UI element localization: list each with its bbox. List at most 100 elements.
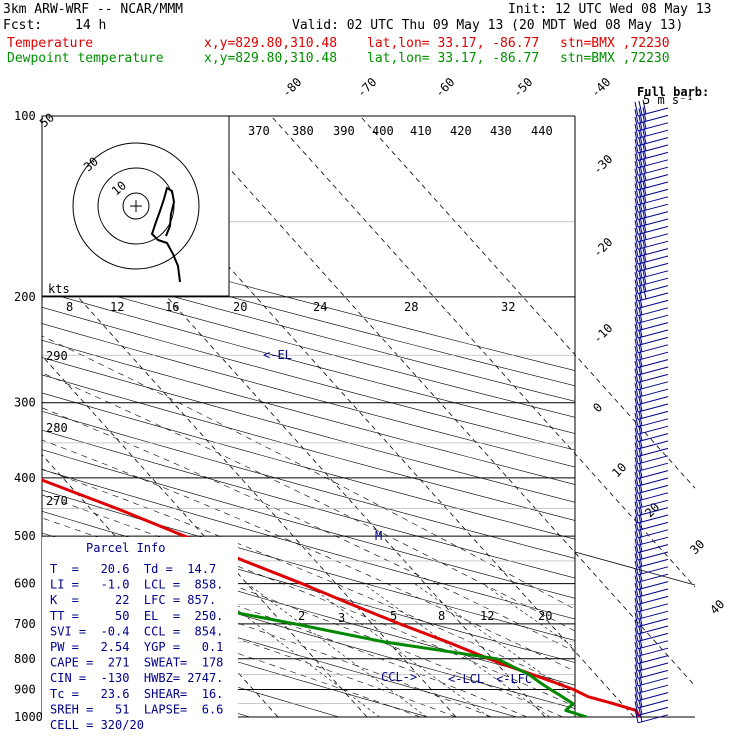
wind-barb-flag bbox=[638, 552, 643, 567]
wind-barb-shaft bbox=[637, 292, 669, 302]
theta-label: 270 bbox=[46, 494, 68, 508]
wind-barb-shaft bbox=[637, 344, 669, 354]
wind-barb-flag bbox=[642, 270, 647, 285]
wind-barb-flag bbox=[634, 508, 639, 524]
wind-barb-flag bbox=[634, 568, 639, 583]
wind-barb-flag bbox=[638, 567, 643, 582]
wind-barb-flag bbox=[634, 590, 639, 605]
mixing-ratio-label: 8 bbox=[438, 609, 445, 623]
wind-barb-shaft bbox=[637, 499, 669, 509]
moist-adiabat-line bbox=[42, 556, 492, 717]
wind-barb-shaft bbox=[637, 447, 669, 457]
wind-barb-flag bbox=[638, 308, 643, 323]
wind-barb-flag bbox=[634, 671, 639, 686]
wind-barb-flag bbox=[634, 124, 639, 139]
dry-adiabat-line bbox=[42, 469, 575, 620]
wind-barb-shaft bbox=[637, 603, 669, 613]
wind-barb-flag bbox=[638, 100, 643, 116]
wind-barb-shaft bbox=[637, 669, 669, 679]
wind-barb-flag bbox=[634, 582, 639, 598]
dry-adiabat-line bbox=[42, 429, 575, 579]
wind-barb-flag bbox=[634, 619, 639, 635]
wind-barb-shaft bbox=[637, 359, 669, 369]
dry-adiabat-line bbox=[42, 339, 575, 485]
wind-barb-flag bbox=[634, 627, 639, 642]
wind-barb-shaft bbox=[637, 425, 669, 435]
wind-barb-flag bbox=[642, 166, 647, 181]
wind-barb-shaft bbox=[637, 677, 669, 687]
wind-barb-flag bbox=[634, 679, 639, 694]
dry-adiabat-line bbox=[42, 357, 575, 503]
hodograph-trace bbox=[150, 186, 181, 283]
wind-barb-flag bbox=[642, 144, 647, 159]
pressure-label: 400 bbox=[14, 471, 36, 485]
wind-barb-shaft bbox=[637, 403, 669, 413]
wind-barb-flag bbox=[634, 605, 639, 620]
wind-barb-flag bbox=[642, 225, 647, 240]
wind-barb-flag bbox=[634, 634, 639, 649]
isotherm-label: -70 bbox=[354, 75, 379, 100]
wind-barb-flag bbox=[638, 123, 643, 138]
theta-label: 370 bbox=[248, 124, 270, 138]
wind-barb-flag bbox=[642, 151, 647, 166]
wind-barb-shaft bbox=[637, 270, 669, 280]
wind-barb-shaft bbox=[637, 351, 669, 361]
hodograph-kts-label: kts bbox=[48, 282, 70, 296]
wind-barb-flag bbox=[638, 559, 643, 574]
wind-barb-flag bbox=[638, 145, 643, 160]
wind-barb-shaft bbox=[637, 566, 669, 576]
init-time: Init: 12 UTC Wed 08 May 13 bbox=[508, 2, 712, 17]
mixing-ratio-line bbox=[482, 583, 575, 649]
wind-barb-shaft bbox=[637, 536, 669, 546]
wind-barb-flag bbox=[634, 183, 639, 198]
wind-barb-flag bbox=[634, 175, 639, 191]
wind-barb-flag bbox=[634, 464, 639, 479]
isotherm-line bbox=[359, 116, 695, 489]
wind-barb-shaft bbox=[637, 492, 669, 502]
wind-barb-flag bbox=[634, 523, 639, 538]
wind-barb-flag bbox=[634, 471, 639, 487]
pressure-label: 800 bbox=[14, 652, 36, 666]
wind-barb-flag bbox=[642, 114, 647, 129]
wind-barb-shaft bbox=[637, 588, 669, 598]
wind-barb-shaft bbox=[637, 174, 669, 184]
wind-barb-flag bbox=[638, 263, 643, 278]
pressure-label: 300 bbox=[14, 396, 36, 410]
wind-barb-shaft bbox=[637, 151, 669, 161]
wind-barb-flag bbox=[642, 188, 647, 203]
wind-barb-flag bbox=[638, 544, 643, 560]
wind-barb-flag bbox=[638, 507, 643, 523]
wind-barb-flag bbox=[634, 701, 639, 716]
wind-barb-shaft bbox=[637, 188, 669, 198]
parcel-info-row: CELL = 320/20 bbox=[50, 718, 144, 732]
wind-barb-flag bbox=[634, 360, 639, 376]
wind-barb-flag bbox=[634, 383, 639, 398]
wind-barb-shaft bbox=[637, 299, 669, 309]
wind-barb-shaft bbox=[637, 662, 669, 672]
wind-barb-shaft bbox=[637, 595, 669, 605]
mixing-ratio-label: 20 bbox=[538, 609, 552, 623]
mixing-ratio-label: 3 bbox=[338, 611, 345, 625]
isotherm-label: 10 bbox=[609, 460, 629, 480]
wind-barb-flag bbox=[634, 575, 639, 590]
wind-barb-flag bbox=[642, 173, 647, 189]
wind-barb-shaft bbox=[637, 625, 669, 635]
parcel-info-row: SVI = -0.4 CCL = 854. bbox=[50, 624, 223, 638]
wind-barb-flag bbox=[634, 338, 639, 353]
pressure-label: 1000 bbox=[14, 710, 43, 724]
wind-barb-flag bbox=[638, 285, 643, 301]
temperature-latlon: lat,lon= 33.17, -86.77 bbox=[367, 36, 540, 51]
wind-barb-flag bbox=[634, 101, 639, 117]
wind-barb-flag bbox=[634, 486, 639, 501]
valid-time: Valid: 02 UTC Thu 09 May 13 (20 MDT Wed … bbox=[292, 18, 684, 33]
wind-barb-flag bbox=[634, 227, 639, 242]
wind-barb-shaft bbox=[637, 714, 669, 724]
wind-barb-shaft bbox=[637, 137, 669, 147]
wind-barb-flag bbox=[642, 107, 647, 122]
wind-barb-flag bbox=[634, 257, 639, 272]
wind-barb-flag bbox=[634, 664, 639, 679]
wind-barb-shaft bbox=[637, 558, 669, 568]
wind-barb-flag bbox=[634, 264, 639, 279]
wind-barb-shaft bbox=[637, 544, 669, 554]
moist-adiabat-line bbox=[42, 468, 575, 690]
